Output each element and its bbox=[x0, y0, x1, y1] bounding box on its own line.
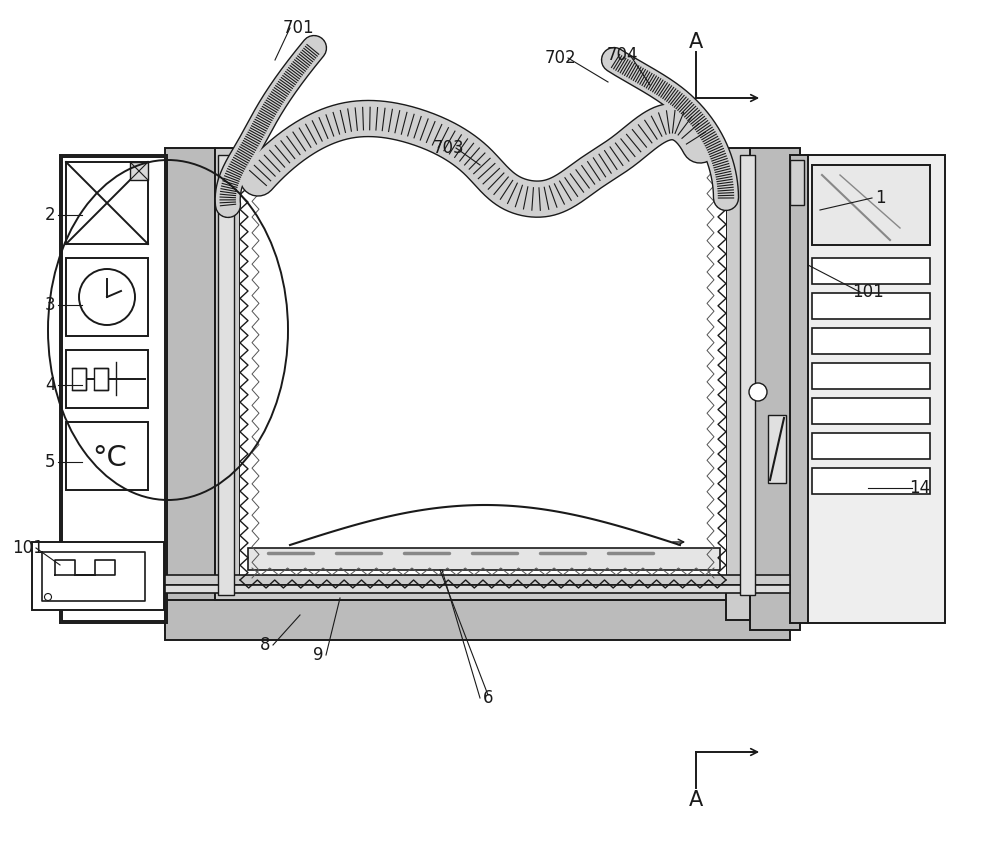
Bar bbox=[60, 155, 167, 623]
Bar bbox=[165, 575, 790, 585]
Bar bbox=[130, 162, 148, 180]
Bar bbox=[812, 293, 930, 319]
Bar bbox=[248, 548, 720, 570]
Polygon shape bbox=[215, 148, 240, 620]
Bar bbox=[66, 422, 148, 490]
Polygon shape bbox=[165, 148, 215, 630]
Text: 2: 2 bbox=[45, 206, 55, 224]
Bar bbox=[62, 157, 165, 621]
Bar bbox=[165, 585, 790, 593]
Bar bbox=[72, 368, 86, 390]
Text: 8: 8 bbox=[260, 636, 270, 654]
Polygon shape bbox=[165, 600, 790, 640]
Circle shape bbox=[45, 593, 52, 600]
Text: 701: 701 bbox=[282, 19, 314, 37]
Bar bbox=[790, 155, 808, 623]
Text: 6: 6 bbox=[483, 689, 493, 707]
Text: 9: 9 bbox=[313, 646, 323, 664]
Text: 14: 14 bbox=[909, 479, 931, 497]
Text: 702: 702 bbox=[544, 49, 576, 67]
Bar bbox=[94, 368, 108, 390]
Text: A: A bbox=[689, 32, 703, 52]
Bar bbox=[218, 155, 234, 595]
Bar bbox=[790, 160, 804, 205]
Bar bbox=[768, 415, 786, 483]
Text: 5: 5 bbox=[45, 453, 55, 471]
Bar bbox=[812, 258, 930, 284]
Polygon shape bbox=[750, 148, 800, 630]
Circle shape bbox=[749, 383, 767, 401]
Bar bbox=[812, 468, 930, 494]
Polygon shape bbox=[215, 580, 760, 600]
Polygon shape bbox=[726, 148, 750, 620]
Bar bbox=[812, 363, 930, 389]
Text: 1: 1 bbox=[875, 189, 885, 207]
Text: 4: 4 bbox=[45, 376, 55, 394]
Bar bbox=[812, 165, 930, 245]
Bar bbox=[222, 188, 236, 202]
Text: A: A bbox=[689, 790, 703, 810]
Bar bbox=[812, 433, 930, 459]
Bar bbox=[805, 155, 945, 623]
Bar bbox=[740, 155, 755, 595]
Text: 101: 101 bbox=[12, 539, 44, 557]
Text: 101: 101 bbox=[852, 283, 884, 301]
Bar bbox=[66, 350, 148, 408]
Polygon shape bbox=[240, 148, 726, 580]
Text: 704: 704 bbox=[606, 46, 638, 64]
Text: 703: 703 bbox=[432, 139, 464, 157]
Bar bbox=[812, 398, 930, 424]
Circle shape bbox=[79, 269, 135, 325]
Text: 3: 3 bbox=[45, 296, 55, 314]
Bar bbox=[812, 328, 930, 354]
Bar bbox=[66, 162, 148, 244]
Bar bbox=[32, 542, 164, 610]
Bar bbox=[66, 258, 148, 336]
Text: °C: °C bbox=[93, 444, 127, 472]
